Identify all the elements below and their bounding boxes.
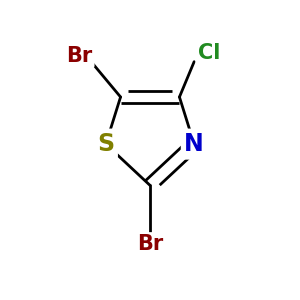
- Text: Br: Br: [66, 46, 92, 66]
- Text: Br: Br: [137, 234, 163, 254]
- Text: N: N: [184, 132, 204, 156]
- Text: Cl: Cl: [198, 43, 220, 63]
- Text: S: S: [97, 132, 114, 156]
